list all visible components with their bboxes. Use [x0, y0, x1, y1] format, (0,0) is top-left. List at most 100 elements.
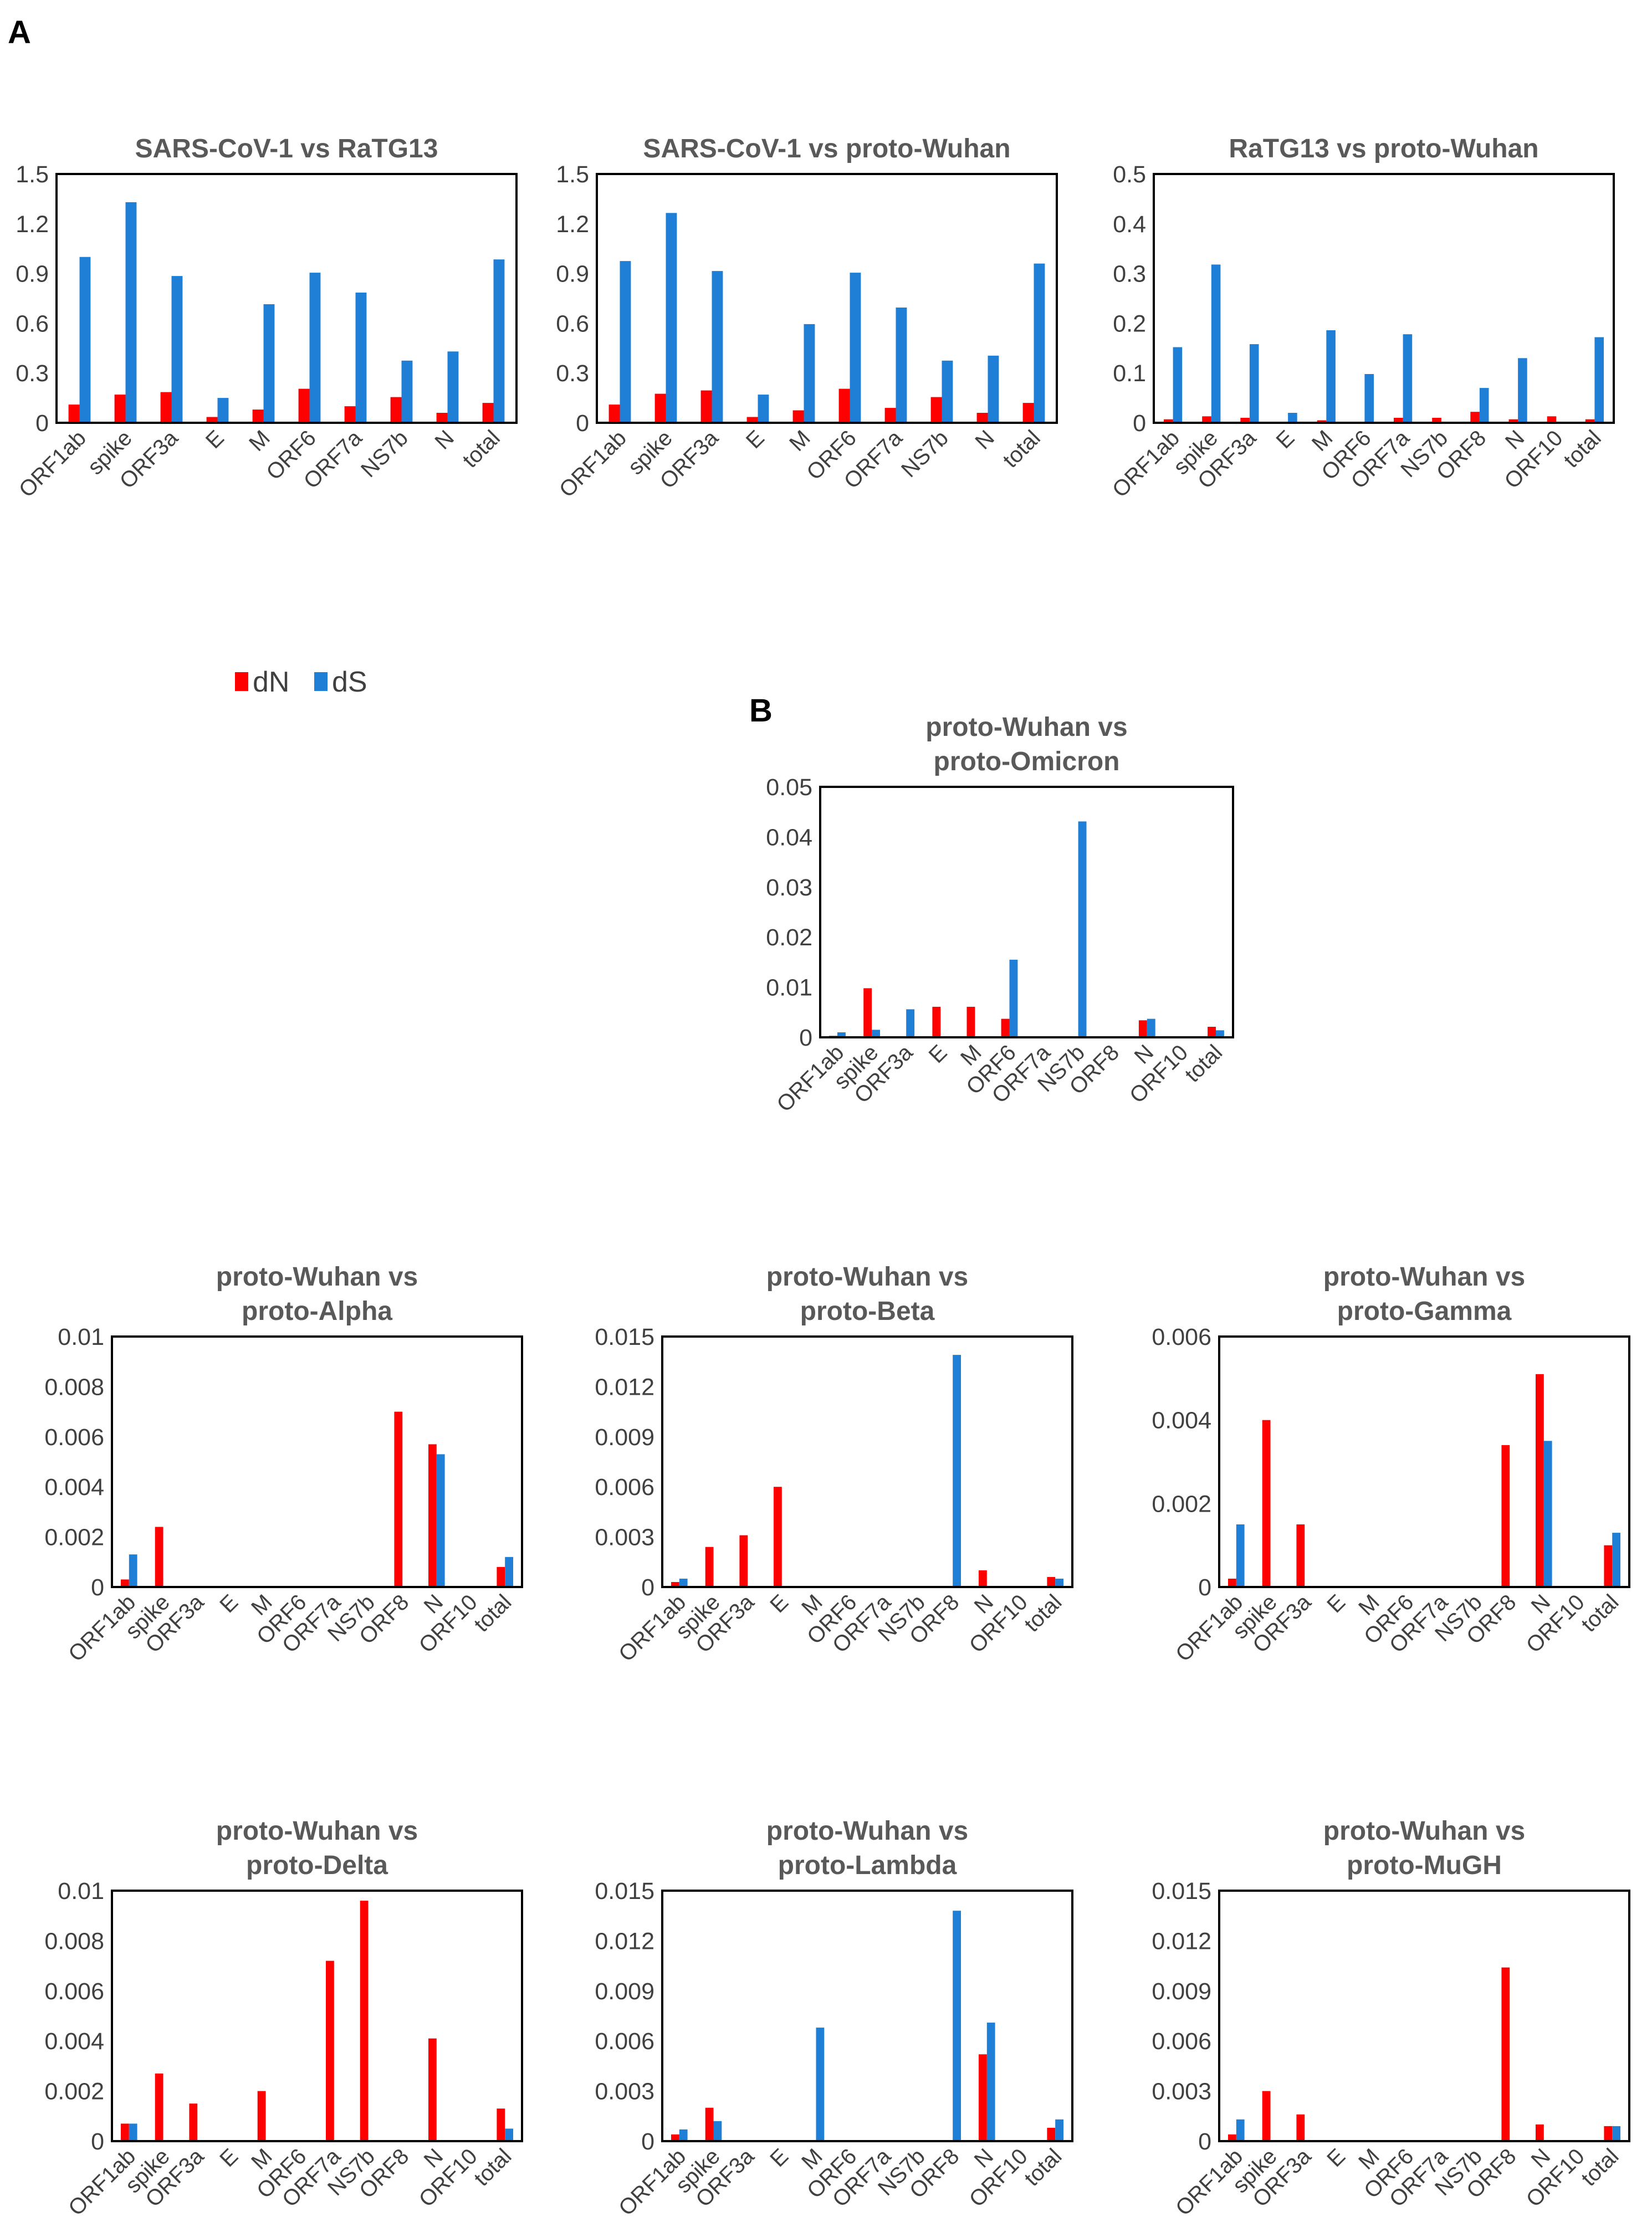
panel-label-b: B [749, 693, 773, 729]
bar-dn-m [792, 410, 804, 423]
bar-dn-spike [705, 1547, 714, 1587]
category-label: E [924, 1040, 952, 1068]
y-tick-label: 0.002 [44, 1524, 104, 1551]
y-tick-label: 0.008 [44, 1928, 104, 1954]
plot-frame [661, 1890, 1073, 2142]
y-tick-label: 0.012 [1152, 1928, 1211, 1954]
bar-dn-n [1536, 1374, 1544, 1587]
y-tick-label: 0.2 [1113, 310, 1146, 337]
bar-ds-orf8 [1479, 388, 1489, 423]
bar-ds-e [1288, 413, 1297, 423]
category-label: N [1501, 426, 1530, 454]
plot-frame [111, 1335, 523, 1588]
bar-dn-ns7b [360, 1901, 369, 2141]
bar-dn-total [1208, 1027, 1216, 1037]
legend-dn-label: dN [253, 666, 289, 698]
y-tick-label: 0.003 [595, 1524, 654, 1551]
chart-title: RaTG13 vs proto-Wuhan [1229, 134, 1538, 163]
category-label: N [430, 426, 459, 454]
legend: dN dS [235, 666, 367, 698]
legend-ds-label: dS [332, 666, 367, 698]
category-label: total [1577, 2144, 1624, 2191]
bar-dn-orf1ab [68, 405, 80, 423]
y-tick-label: 0.4 [1113, 211, 1146, 238]
y-tick-label: 0.006 [44, 1424, 104, 1451]
category-label: N [970, 426, 999, 454]
plot-frame [596, 173, 1058, 424]
y-tick-label: 1.2 [16, 211, 49, 238]
bar-ds-n [447, 351, 459, 423]
y-tick-label: 0.1 [1113, 360, 1146, 387]
y-tick-label: 0.006 [595, 2028, 654, 2055]
y-tick-label: 0.015 [595, 1324, 654, 1350]
y-tick-label: 0.015 [595, 1878, 654, 1905]
charts: SARS-CoV-1 vs RaTG13 0 0.3 0.6 0.9 1.2 1.5 ORF1… [14, 134, 1630, 2220]
bar-dn-spike [863, 988, 872, 1037]
bar-ds-total [505, 2128, 513, 2141]
category-label: total [1020, 1590, 1067, 1637]
category-label: M [244, 426, 275, 456]
chart-title: proto-Beta [800, 1297, 935, 1326]
bar-ds-total [1216, 1030, 1224, 1037]
category-label: total [458, 426, 505, 473]
bar-ds-m [1326, 330, 1336, 423]
y-tick-label: 0.3 [1113, 261, 1146, 288]
bar-ds-orf7a [1403, 334, 1413, 423]
chart-title: proto-Lambda [778, 1851, 957, 1880]
bar-ds-m [816, 2028, 825, 2141]
bar-ds-n [1543, 1441, 1552, 1587]
category-label: total [1180, 1040, 1228, 1087]
category-label: E [1271, 426, 1299, 453]
bar-ds-orf8 [953, 1355, 961, 1587]
bar-ds-orf1ab [79, 257, 91, 423]
bar-dn-orf8 [1501, 1445, 1510, 1587]
legend-dn-swatch [235, 672, 248, 691]
y-tick-label: 0 [1198, 1574, 1211, 1601]
bar-dn-e [774, 1487, 782, 1587]
bar-ds-orf1ab [129, 2123, 137, 2141]
bar-dn-spike [155, 1527, 163, 1587]
category-label: ORF1ab [555, 426, 631, 502]
y-tick-label: 0.9 [556, 261, 589, 288]
y-tick-label: 0.05 [766, 774, 812, 801]
bar-dn-total [1585, 419, 1595, 423]
y-tick-label: 0 [641, 2128, 654, 2155]
bar-dn-orf1ab [1228, 2134, 1236, 2141]
plot-frame [1218, 1890, 1630, 2142]
bar-ds-orf7a [355, 293, 367, 423]
bar-ds-orf3a [712, 271, 723, 423]
y-tick-label: 0.6 [16, 310, 49, 337]
category-label: E [215, 1590, 243, 1617]
chart-title: SARS-CoV-1 vs RaTG13 [135, 134, 438, 163]
bar-dn-spike [705, 2107, 714, 2141]
chart-1: SARS-CoV-1 vs RaTG13 0 0.3 0.6 0.9 1.2 1.5 ORF1… [14, 134, 518, 502]
category-label: total [469, 1590, 516, 1637]
bar-dn-orf7a [344, 406, 356, 423]
y-tick-label: 1.5 [16, 161, 49, 188]
bar-dn-orf6 [298, 388, 310, 423]
category-label: total [1020, 2144, 1067, 2191]
y-tick-label: 0.009 [595, 1978, 654, 2005]
bar-ds-n [986, 2023, 995, 2141]
y-tick-label: 1.2 [556, 211, 589, 238]
bar-dn-e [932, 1006, 941, 1037]
bar-dn-spike [114, 395, 126, 423]
category-label: E [201, 426, 229, 453]
bar-dn-total [482, 403, 494, 423]
bar-ds-n [436, 1454, 445, 1587]
bar-ds-m [263, 304, 275, 423]
y-tick-label: 0 [91, 1574, 104, 1601]
bar-dn-e [206, 417, 218, 423]
chart-title: proto-Wuhan vs [216, 1262, 418, 1292]
bar-dn-m [1317, 420, 1327, 423]
bar-dn-total [1022, 403, 1034, 423]
bar-ds-e [217, 398, 229, 423]
y-tick-label: 1.5 [556, 161, 589, 188]
bar-ds-total [1055, 1578, 1063, 1587]
bar-ds-orf6 [309, 273, 321, 423]
bar-ds-spike [125, 202, 137, 423]
bar-dn-orf7a [1394, 418, 1403, 423]
category-label: E [1322, 1590, 1350, 1617]
bar-ds-spike [872, 1030, 880, 1037]
